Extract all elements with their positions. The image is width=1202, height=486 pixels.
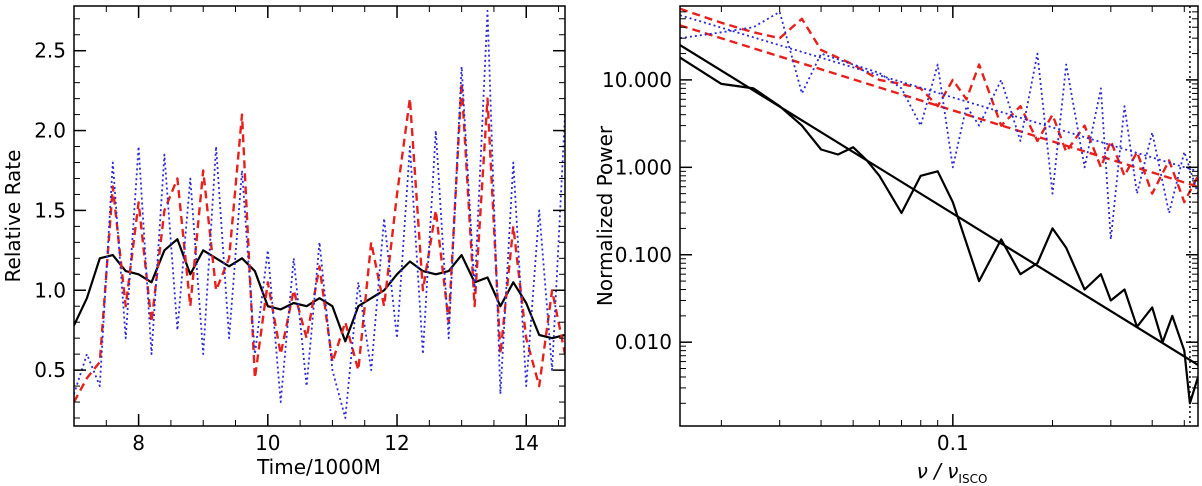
x-tick-label: 10 [255, 431, 280, 455]
left-ticks: 8 10 12 14 0.5 1.0 1.5 2.0 2.5 [34, 6, 565, 455]
right-panel: 0.1 0.010 0.100 1.000 10.000 ν / νISCO Norma… [593, 5, 1199, 486]
y-tick-label: 0.100 [615, 243, 672, 267]
right-ticks: 0.1 0.010 0.100 1.000 10.000 [602, 5, 1198, 455]
right-x-axis-label-sub: ISCO [958, 472, 987, 486]
left-plot-frame [73, 5, 566, 427]
y-tick-label: 2.5 [34, 39, 66, 63]
series-dotted-fit-line [680, 14, 1198, 173]
y-tick-label: 1.000 [615, 155, 672, 179]
left-y-axis-label: Relative Rate [1, 150, 25, 283]
right-plot-frame [679, 5, 1199, 427]
right-y-axis-label: Normalized Power [593, 125, 617, 306]
x-tick-label: 12 [384, 431, 409, 455]
series-solid-fit-line [680, 44, 1198, 366]
series-dotted-line [74, 9, 565, 419]
series-dashed-line [74, 81, 565, 403]
left-series-group [74, 9, 565, 419]
right-series-group [680, 6, 1198, 426]
y-tick-label: 2.0 [34, 119, 66, 143]
right-x-axis-label: ν / νISCO [917, 459, 988, 486]
y-tick-label: 1.5 [34, 198, 66, 222]
series-solid-line [74, 238, 565, 343]
y-tick-label: 0.010 [615, 330, 672, 354]
left-x-axis-label: Time/1000M [256, 455, 381, 479]
series-dotted-line [680, 11, 1198, 241]
x-tick-label: 8 [132, 431, 145, 455]
series-solid-line [680, 56, 1198, 405]
y-tick-label: 0.5 [34, 358, 66, 382]
right-x-axis-label-main: ν / ν [917, 459, 959, 483]
y-tick-label: 1.0 [34, 278, 66, 302]
x-tick-label: 0.1 [937, 431, 969, 455]
y-tick-label: 10.000 [602, 68, 672, 92]
left-panel: 8 10 12 14 0.5 1.0 1.5 2.0 2.5 Time/1000M Relati… [1, 5, 566, 479]
x-tick-label: 14 [514, 431, 539, 455]
